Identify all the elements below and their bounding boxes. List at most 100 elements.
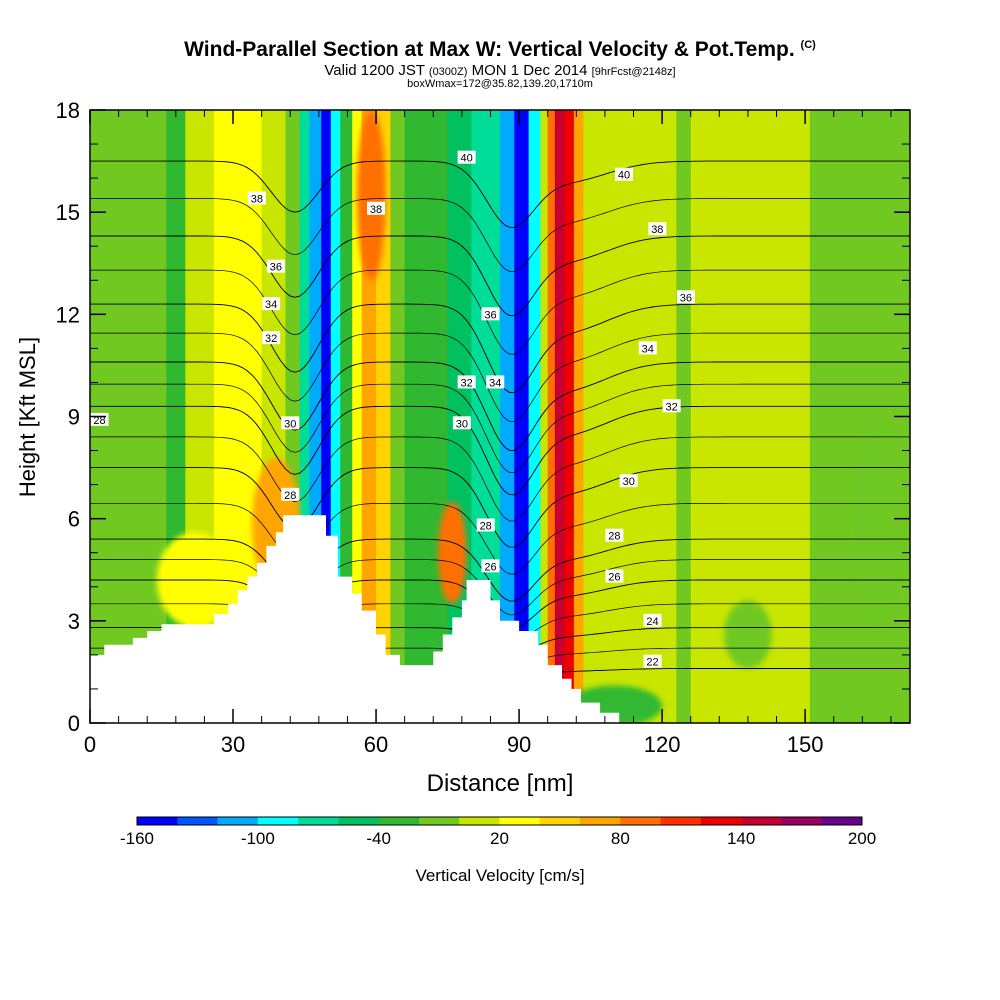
- contour-label: 26: [605, 569, 624, 584]
- velocity-band: [500, 110, 515, 723]
- colorbar-swatch: [418, 817, 460, 825]
- velocity-band: [573, 110, 585, 723]
- contour-label-box: [481, 307, 500, 321]
- colorbar-swatch: [580, 817, 621, 825]
- velocity-band: [628, 110, 677, 723]
- velocity-band: [564, 110, 575, 723]
- contour-label-box: [281, 416, 300, 430]
- x-axis-label: Distance [nm]: [427, 770, 574, 797]
- contour-label-box: [481, 559, 500, 573]
- contour-label: 28: [90, 412, 109, 427]
- theta-contour-40: [90, 160, 910, 228]
- contour-label: 24: [643, 613, 662, 628]
- contour-label-text: 36: [270, 262, 282, 274]
- contour-label-text: 34: [642, 343, 654, 355]
- contour-label: 22: [643, 654, 662, 669]
- contour-label-text: 26: [484, 561, 496, 573]
- valid-date: MON 1 Dec 2014: [471, 62, 588, 79]
- contour-label: 32: [457, 375, 476, 389]
- colorbar-tick-label: 200: [848, 829, 876, 848]
- contour-label: 30: [619, 474, 638, 488]
- contour-label-box: [247, 191, 266, 205]
- colorbar: -160 -100 -40 20 80 140 200: [120, 816, 876, 848]
- y-tick-label: 0: [68, 711, 80, 736]
- colorbar-swatch: [459, 817, 500, 825]
- chart-title-text: Wind-Parallel Section at Max W: Vertical…: [184, 38, 795, 61]
- colorbar-swatch: [660, 817, 702, 825]
- velocity-band: [404, 110, 449, 723]
- theta-contour-minor: [90, 198, 910, 272]
- theta-contour-38: [90, 235, 910, 317]
- contour-label: 38: [367, 201, 386, 216]
- y-tick-label: 9: [68, 405, 80, 430]
- theta-contour-minor: [90, 502, 910, 575]
- x-tick-label: 0: [84, 732, 96, 757]
- velocity-cell: [852, 416, 901, 621]
- contour-label: 38: [648, 222, 667, 236]
- contour-label-box: [266, 259, 285, 273]
- contour-label-box: [457, 150, 476, 164]
- velocity-band: [321, 110, 332, 723]
- velocity-band: [352, 110, 363, 723]
- contour-label-text: 40: [618, 170, 630, 182]
- terrain-mask: [90, 515, 620, 723]
- contour-label: 40: [614, 167, 633, 182]
- contour-label-text: 24: [646, 616, 658, 628]
- y-tick-label: 15: [56, 200, 80, 225]
- colorbar-swatch: [378, 817, 420, 825]
- velocity-band: [676, 110, 692, 723]
- x-tick-label: 120: [644, 732, 681, 757]
- colorbar-tick-label: 20: [490, 829, 509, 848]
- colorbar-swatch: [620, 817, 662, 825]
- velocity-band: [528, 110, 542, 723]
- x-tick-label: 60: [364, 732, 388, 757]
- contour-label-text: 34: [489, 377, 501, 389]
- contour-label-text: 30: [456, 418, 468, 430]
- contour-label: 30: [452, 416, 471, 430]
- colorbar-swatch: [257, 817, 299, 825]
- velocity-band: [809, 110, 854, 723]
- contour-label-text: 26: [608, 572, 620, 584]
- y-tick-label: 18: [56, 98, 80, 123]
- chart-title: Wind-Parallel Section at Max W: Vertical…: [0, 38, 1000, 62]
- contour-label-box: [452, 416, 471, 430]
- colorbar-swatch: [177, 817, 219, 825]
- contour-label-box: [648, 222, 667, 236]
- colorbar-tick-label: 140: [727, 829, 755, 848]
- contour-label-text: 28: [608, 531, 620, 543]
- contour-label: 38: [247, 191, 266, 206]
- colorbar-tick-label: -40: [366, 829, 391, 848]
- contour-label: 32: [662, 399, 681, 413]
- contour-label-text: 32: [461, 377, 473, 389]
- colorbar-tick-label: 80: [611, 829, 630, 848]
- contour-label-text: 28: [284, 490, 296, 502]
- theta-contour-minor: [90, 332, 910, 422]
- contour-label-box: [262, 331, 281, 345]
- colorbar-swatch: [700, 817, 742, 825]
- colorbar-swatch: [338, 817, 380, 825]
- contour-label-box: [676, 290, 695, 304]
- valid-time: Valid 1200 JST: [324, 62, 425, 79]
- contour-label-box: [262, 297, 281, 311]
- theta-contour-32: [90, 405, 910, 496]
- contour-label: 28: [281, 487, 300, 502]
- contour-label-text: 36: [680, 292, 692, 304]
- contour-label: 26: [481, 559, 500, 573]
- velocity-cell: [724, 600, 772, 669]
- colorbar-swatch: [539, 817, 581, 825]
- y-tick-label: 3: [68, 609, 80, 634]
- colorbar-swatch: [781, 817, 823, 825]
- contour-label-text: 30: [284, 418, 296, 430]
- velocity-band: [583, 110, 596, 723]
- contour-label-box: [638, 341, 657, 355]
- x-tick-label: 150: [787, 732, 824, 757]
- contour-label-box: [486, 375, 505, 389]
- theta-contour-34: [90, 361, 910, 451]
- contour-label-text: 38: [651, 224, 663, 236]
- contour-label-box: [643, 654, 662, 668]
- contour-label-text: 28: [480, 520, 492, 532]
- contour-label: 34: [638, 341, 657, 355]
- velocity-cell: [356, 110, 386, 281]
